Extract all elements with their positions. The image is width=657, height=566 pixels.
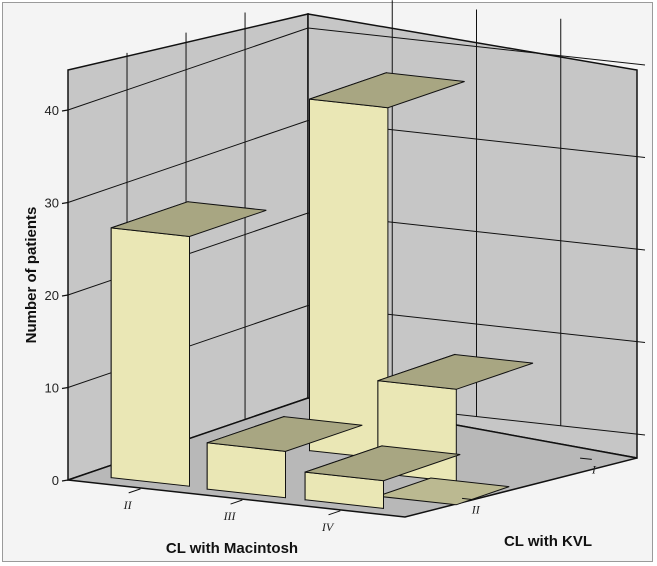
x-category-label: II	[123, 498, 133, 512]
z-tick	[461, 497, 474, 501]
bar-top	[377, 353, 534, 390]
y-axis: 0 10 20 30 40	[45, 103, 69, 488]
y-tick-label: 20	[45, 288, 59, 303]
y-tick-label: 10	[45, 381, 59, 396]
z-tick	[580, 457, 592, 460]
bar	[309, 72, 465, 460]
bar-top	[309, 72, 465, 109]
bar-top	[304, 445, 461, 482]
y-tick	[61, 386, 69, 390]
y-tick-label: 40	[45, 103, 59, 118]
x-tick	[328, 510, 341, 516]
bars	[110, 72, 534, 509]
bar	[377, 477, 510, 506]
x-category-label: IV	[321, 520, 335, 534]
y-tick	[61, 201, 69, 205]
bar	[206, 415, 363, 499]
z-category-label: II	[471, 503, 481, 517]
x-category-label: III	[223, 509, 237, 523]
bar	[304, 445, 461, 509]
y-tick	[61, 479, 69, 482]
bar-top	[111, 201, 267, 238]
x-axis-title: CL with Macintosh	[166, 540, 298, 557]
gridline	[67, 27, 309, 111]
y-axis-title: Number of patients	[23, 207, 40, 344]
x-tick	[230, 499, 243, 505]
z-axis-title: CL with KVL	[504, 533, 592, 550]
bar-front	[309, 98, 389, 460]
gridline	[67, 120, 309, 203]
x-tick	[128, 488, 141, 494]
y-tick	[61, 109, 69, 112]
bar-top	[207, 416, 363, 452]
y-tick	[61, 294, 69, 297]
bar	[110, 201, 267, 487]
y-tick-label: 30	[45, 196, 59, 211]
z-category-label: I	[591, 462, 597, 476]
bar-front	[206, 442, 286, 499]
bar-front	[110, 227, 190, 487]
y-tick-label: 0	[52, 473, 59, 488]
bar-top	[377, 477, 510, 506]
